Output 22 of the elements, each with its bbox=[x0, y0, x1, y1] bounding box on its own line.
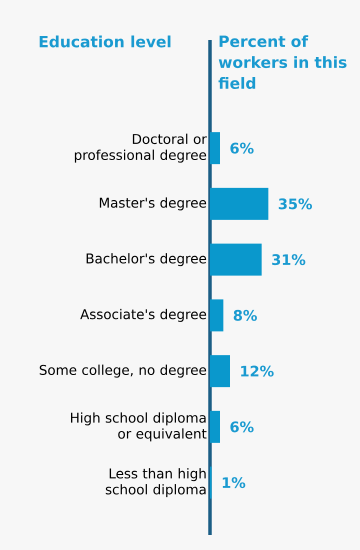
y-tick-label: Master's degree bbox=[100, 197, 206, 210]
y-tick-label: Some college, no degree bbox=[40, 364, 206, 378]
y-tick-label: Bachelor's degree bbox=[86, 253, 206, 266]
y-tick-label: Less than high school diploma bbox=[106, 468, 206, 498]
data-label: 1% bbox=[222, 477, 246, 488]
text: Education level bbox=[40, 36, 170, 48]
bar bbox=[210, 244, 262, 276]
data-label: 6% bbox=[230, 421, 254, 432]
data-label: 35% bbox=[278, 198, 312, 210]
data-label: 8% bbox=[234, 310, 257, 321]
bar bbox=[210, 132, 220, 164]
y-tick-label: Associate's degree bbox=[80, 308, 206, 322]
y-tick-label: High school diploma or equivalent bbox=[71, 412, 206, 442]
bar bbox=[210, 355, 230, 388]
bar bbox=[210, 188, 268, 220]
bar bbox=[210, 299, 224, 332]
y-tick-label: Doctoral or professional degree bbox=[74, 134, 207, 163]
bar bbox=[210, 410, 220, 443]
data-label: 12% bbox=[241, 366, 274, 377]
data-label: 6% bbox=[230, 142, 254, 154]
x-axis-title: Percent of workers in this field bbox=[218, 35, 347, 89]
data-label: 31% bbox=[272, 254, 306, 266]
